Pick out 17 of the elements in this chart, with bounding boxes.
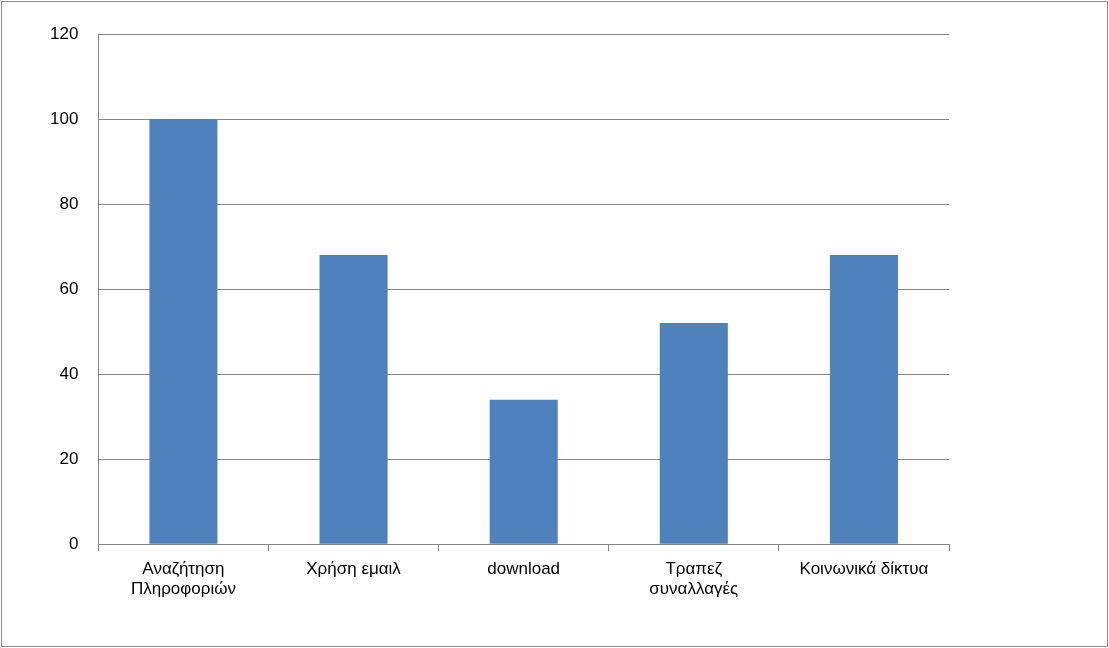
- y-tick-label: 0: [68, 533, 79, 553]
- x-tick-label: Αναζήτηση Πληροφοριών: [130, 559, 236, 599]
- x-tick-label: Χρήση εμαιλ: [306, 559, 402, 579]
- x-tick-label: Κοινωνικά δίκτυα: [799, 559, 929, 579]
- y-tick-label: 120: [49, 23, 79, 43]
- bar: [489, 399, 558, 544]
- x-tick-label: Τραπεζ συναλλαγές: [649, 559, 739, 599]
- bar: [659, 323, 728, 544]
- y-tick-label: 40: [59, 363, 79, 383]
- bar: [149, 119, 218, 544]
- bar: [319, 255, 388, 544]
- y-tick-label: 100: [49, 108, 79, 128]
- y-tick-label: 80: [59, 193, 79, 213]
- bar: [829, 255, 898, 544]
- y-tick-label: 20: [59, 448, 79, 468]
- y-tick-label: 60: [59, 278, 79, 298]
- x-tick-label: download: [487, 559, 561, 579]
